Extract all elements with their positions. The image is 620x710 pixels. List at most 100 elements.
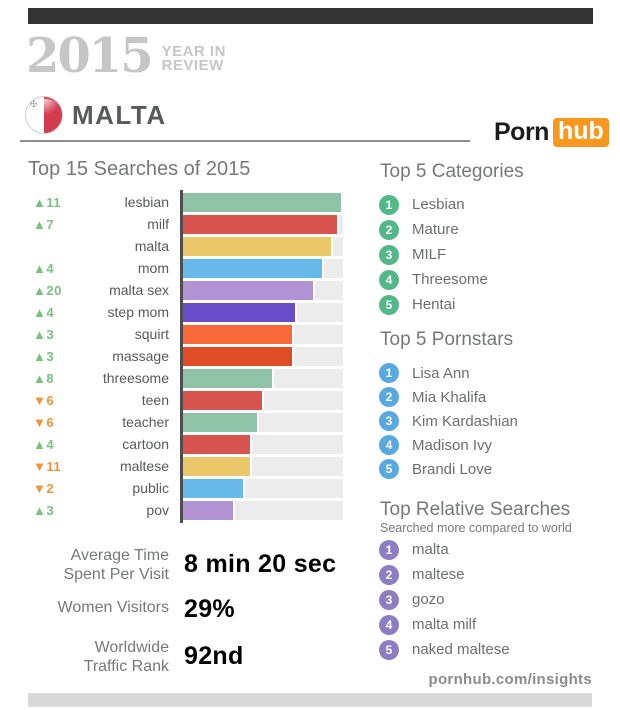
list-item: 5 Hentai	[379, 292, 488, 317]
search-term-label: lesbian	[124, 194, 169, 210]
search-bar	[183, 193, 343, 212]
traffic-rank-label: Worldwide Traffic Rank	[83, 639, 169, 675]
list-item-label: naked maltese	[412, 641, 510, 658]
search-row: malta	[28, 237, 344, 259]
search-bar	[183, 369, 275, 388]
pornhub-logo-porn: Porn	[494, 118, 549, 146]
relative-searches-title: Top Relative Searches	[380, 499, 571, 520]
rank-badge: 2	[379, 387, 399, 407]
search-bar-track	[183, 325, 343, 344]
list-item: 3 gozo	[379, 587, 510, 612]
search-term-label: malta sex	[109, 282, 169, 298]
header-divider	[20, 140, 470, 142]
search-bar	[183, 281, 315, 300]
list-item-label: Madison Ivy	[412, 436, 493, 454]
rank-badge: 4	[379, 435, 399, 455]
rank-badge: 3	[379, 244, 399, 265]
search-row: ▲8 threesome	[28, 369, 344, 391]
rank-change-indicator: ▼2	[33, 481, 55, 496]
list-item-label: malta	[412, 541, 449, 558]
rank-badge: 5	[379, 294, 399, 315]
search-bar	[183, 391, 264, 410]
search-bar-track	[183, 347, 343, 366]
list-item: 4 Threesome	[379, 267, 488, 292]
search-term-label: cartoon	[122, 436, 169, 452]
search-term-label: maltese	[119, 458, 169, 474]
search-row: ▼11 maltese	[28, 457, 344, 479]
search-row: ▲4 mom	[28, 259, 344, 281]
search-term-label: public	[132, 480, 169, 496]
search-term-label: teen	[141, 392, 169, 408]
relative-searches-list: 1 malta 2 maltese 3 gozo 4 malta milf 5 …	[379, 537, 510, 662]
search-term-label: pov	[146, 502, 169, 518]
year-in-review-label: YEAR IN REVIEW	[161, 43, 226, 74]
search-bar	[183, 215, 339, 234]
list-item-label: Hentai	[412, 296, 456, 313]
pornstars-title: Top 5 Pornstars	[380, 329, 514, 350]
rank-change-indicator: ▲3	[33, 503, 55, 518]
rank-badge: 4	[379, 614, 399, 635]
top-searches-bar-chart: ▲11 lesbian ▲7 milf malta ▲4 mom ▲20 mal…	[28, 190, 344, 523]
list-item: 3 MILF	[379, 242, 488, 267]
rank-badge: 1	[379, 363, 399, 383]
relative-searches-subtitle: Searched more compared to world	[380, 521, 572, 535]
search-bar	[183, 237, 334, 256]
women-visitors-value: 29%	[184, 595, 235, 623]
list-item: 5 Brandi Love	[379, 457, 518, 481]
search-row: ▼6 teacher	[28, 413, 344, 435]
list-item: 2 maltese	[379, 562, 510, 587]
search-row: ▲20 malta sex	[28, 281, 344, 303]
list-item: 4 Madison Ivy	[379, 433, 518, 457]
search-term-label: teacher	[122, 414, 169, 430]
rank-change-indicator: ▼6	[33, 393, 55, 408]
rank-change-indicator: ▲4	[33, 305, 55, 320]
list-item-label: maltese	[412, 566, 465, 583]
list-item-label: Lesbian	[412, 196, 465, 213]
search-bar	[183, 325, 295, 344]
rank-badge: 3	[379, 411, 399, 431]
search-term-label: mom	[137, 260, 169, 276]
search-bar-track	[183, 259, 343, 278]
avg-time-label: Average Time Spent Per Visit	[63, 547, 169, 583]
list-item-label: gozo	[412, 591, 445, 608]
malta-flag-icon: ✠	[25, 96, 63, 134]
searches-chart-title: Top 15 Searches of 2015	[28, 158, 251, 180]
list-item: 2 Mia Khalifa	[379, 385, 518, 409]
search-bar-track	[183, 413, 343, 432]
traffic-rank-value: 92nd	[184, 642, 244, 670]
list-item-label: Lisa Ann	[412, 364, 470, 382]
search-bar-track	[183, 237, 343, 256]
list-item: 5 naked maltese	[379, 637, 510, 662]
rank-change-indicator: ▲3	[33, 349, 55, 364]
search-row: ▲7 milf	[28, 215, 344, 237]
list-item-label: Mia Khalifa	[412, 388, 487, 406]
country-title: MALTA	[72, 100, 167, 130]
rank-change-indicator: ▲4	[33, 261, 55, 276]
search-bar-track	[183, 369, 343, 388]
categories-list: 1 Lesbian 2 Mature 3 MILF 4 Threesome 5 …	[379, 192, 488, 317]
list-item: 3 Kim Kardashian	[379, 409, 518, 433]
rank-badge: 1	[379, 539, 399, 560]
year-in-review-heading: 2015 YEAR IN REVIEW	[26, 32, 226, 80]
search-bar	[183, 259, 324, 278]
pornhub-logo: Porn hub	[494, 118, 609, 147]
search-term-label: massage	[112, 348, 169, 364]
search-term-label: squirt	[134, 326, 169, 342]
list-item-label: MILF	[412, 246, 447, 263]
list-item-label: Threesome	[412, 271, 488, 288]
rank-change-indicator: ▲8	[33, 371, 55, 386]
pornstars-list: 1 Lisa Ann 2 Mia Khalifa 3 Kim Kardashia…	[379, 361, 518, 481]
search-row: ▲3 massage	[28, 347, 344, 369]
rank-change-indicator: ▲3	[33, 327, 55, 342]
search-term-label: malta	[134, 238, 169, 254]
bottom-accent-bar	[28, 693, 592, 707]
list-item: 2 Mature	[379, 217, 488, 242]
search-bar-track	[183, 457, 343, 476]
search-bar	[183, 435, 252, 454]
list-item: 1 Lisa Ann	[379, 361, 518, 385]
rank-badge: 5	[379, 639, 399, 660]
rank-badge: 1	[379, 194, 399, 215]
rank-change-indicator: ▼11	[33, 459, 62, 474]
search-bar-track	[183, 501, 343, 520]
